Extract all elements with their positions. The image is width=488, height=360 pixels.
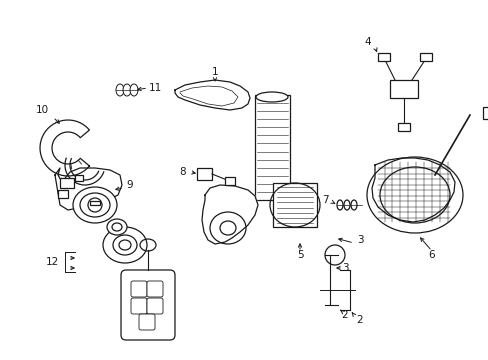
Bar <box>377 53 389 61</box>
FancyBboxPatch shape <box>121 270 175 340</box>
Bar <box>197 168 212 180</box>
Polygon shape <box>371 158 454 222</box>
Bar <box>389 80 417 98</box>
Bar <box>60 178 74 188</box>
Bar <box>254 95 289 200</box>
Ellipse shape <box>80 193 110 217</box>
Text: 1: 1 <box>211 67 218 77</box>
Bar <box>58 190 68 198</box>
Ellipse shape <box>336 200 342 210</box>
Bar <box>272 183 316 227</box>
Text: 2: 2 <box>341 310 347 320</box>
Text: 5: 5 <box>296 250 303 260</box>
FancyBboxPatch shape <box>139 314 155 330</box>
Ellipse shape <box>130 84 138 96</box>
Bar <box>397 123 409 131</box>
Text: 9: 9 <box>126 180 133 190</box>
Bar <box>224 177 235 185</box>
Ellipse shape <box>88 198 102 212</box>
Bar <box>75 175 83 181</box>
FancyBboxPatch shape <box>147 298 163 314</box>
Text: 12: 12 <box>45 257 59 267</box>
Ellipse shape <box>119 240 131 250</box>
Bar <box>419 53 431 61</box>
Text: 3: 3 <box>341 263 347 273</box>
Ellipse shape <box>73 187 117 223</box>
Text: 11: 11 <box>148 83 162 93</box>
Ellipse shape <box>116 84 124 96</box>
FancyBboxPatch shape <box>147 281 163 297</box>
Text: 4: 4 <box>364 37 370 47</box>
Ellipse shape <box>103 227 147 263</box>
Bar <box>90 201 100 205</box>
Ellipse shape <box>107 219 127 235</box>
Bar <box>482 107 488 119</box>
FancyBboxPatch shape <box>131 281 147 297</box>
Ellipse shape <box>123 84 131 96</box>
FancyBboxPatch shape <box>131 298 147 314</box>
Polygon shape <box>175 80 249 110</box>
Ellipse shape <box>343 200 349 210</box>
Text: 7: 7 <box>321 195 327 205</box>
Polygon shape <box>55 168 122 210</box>
Polygon shape <box>202 185 258 244</box>
Text: 6: 6 <box>428 250 434 260</box>
Ellipse shape <box>256 92 287 102</box>
Ellipse shape <box>113 235 137 255</box>
Text: 8: 8 <box>179 167 186 177</box>
Text: 3: 3 <box>356 235 363 245</box>
Polygon shape <box>40 120 89 176</box>
Text: 10: 10 <box>35 105 48 115</box>
Text: 2: 2 <box>356 315 363 325</box>
Ellipse shape <box>350 200 356 210</box>
